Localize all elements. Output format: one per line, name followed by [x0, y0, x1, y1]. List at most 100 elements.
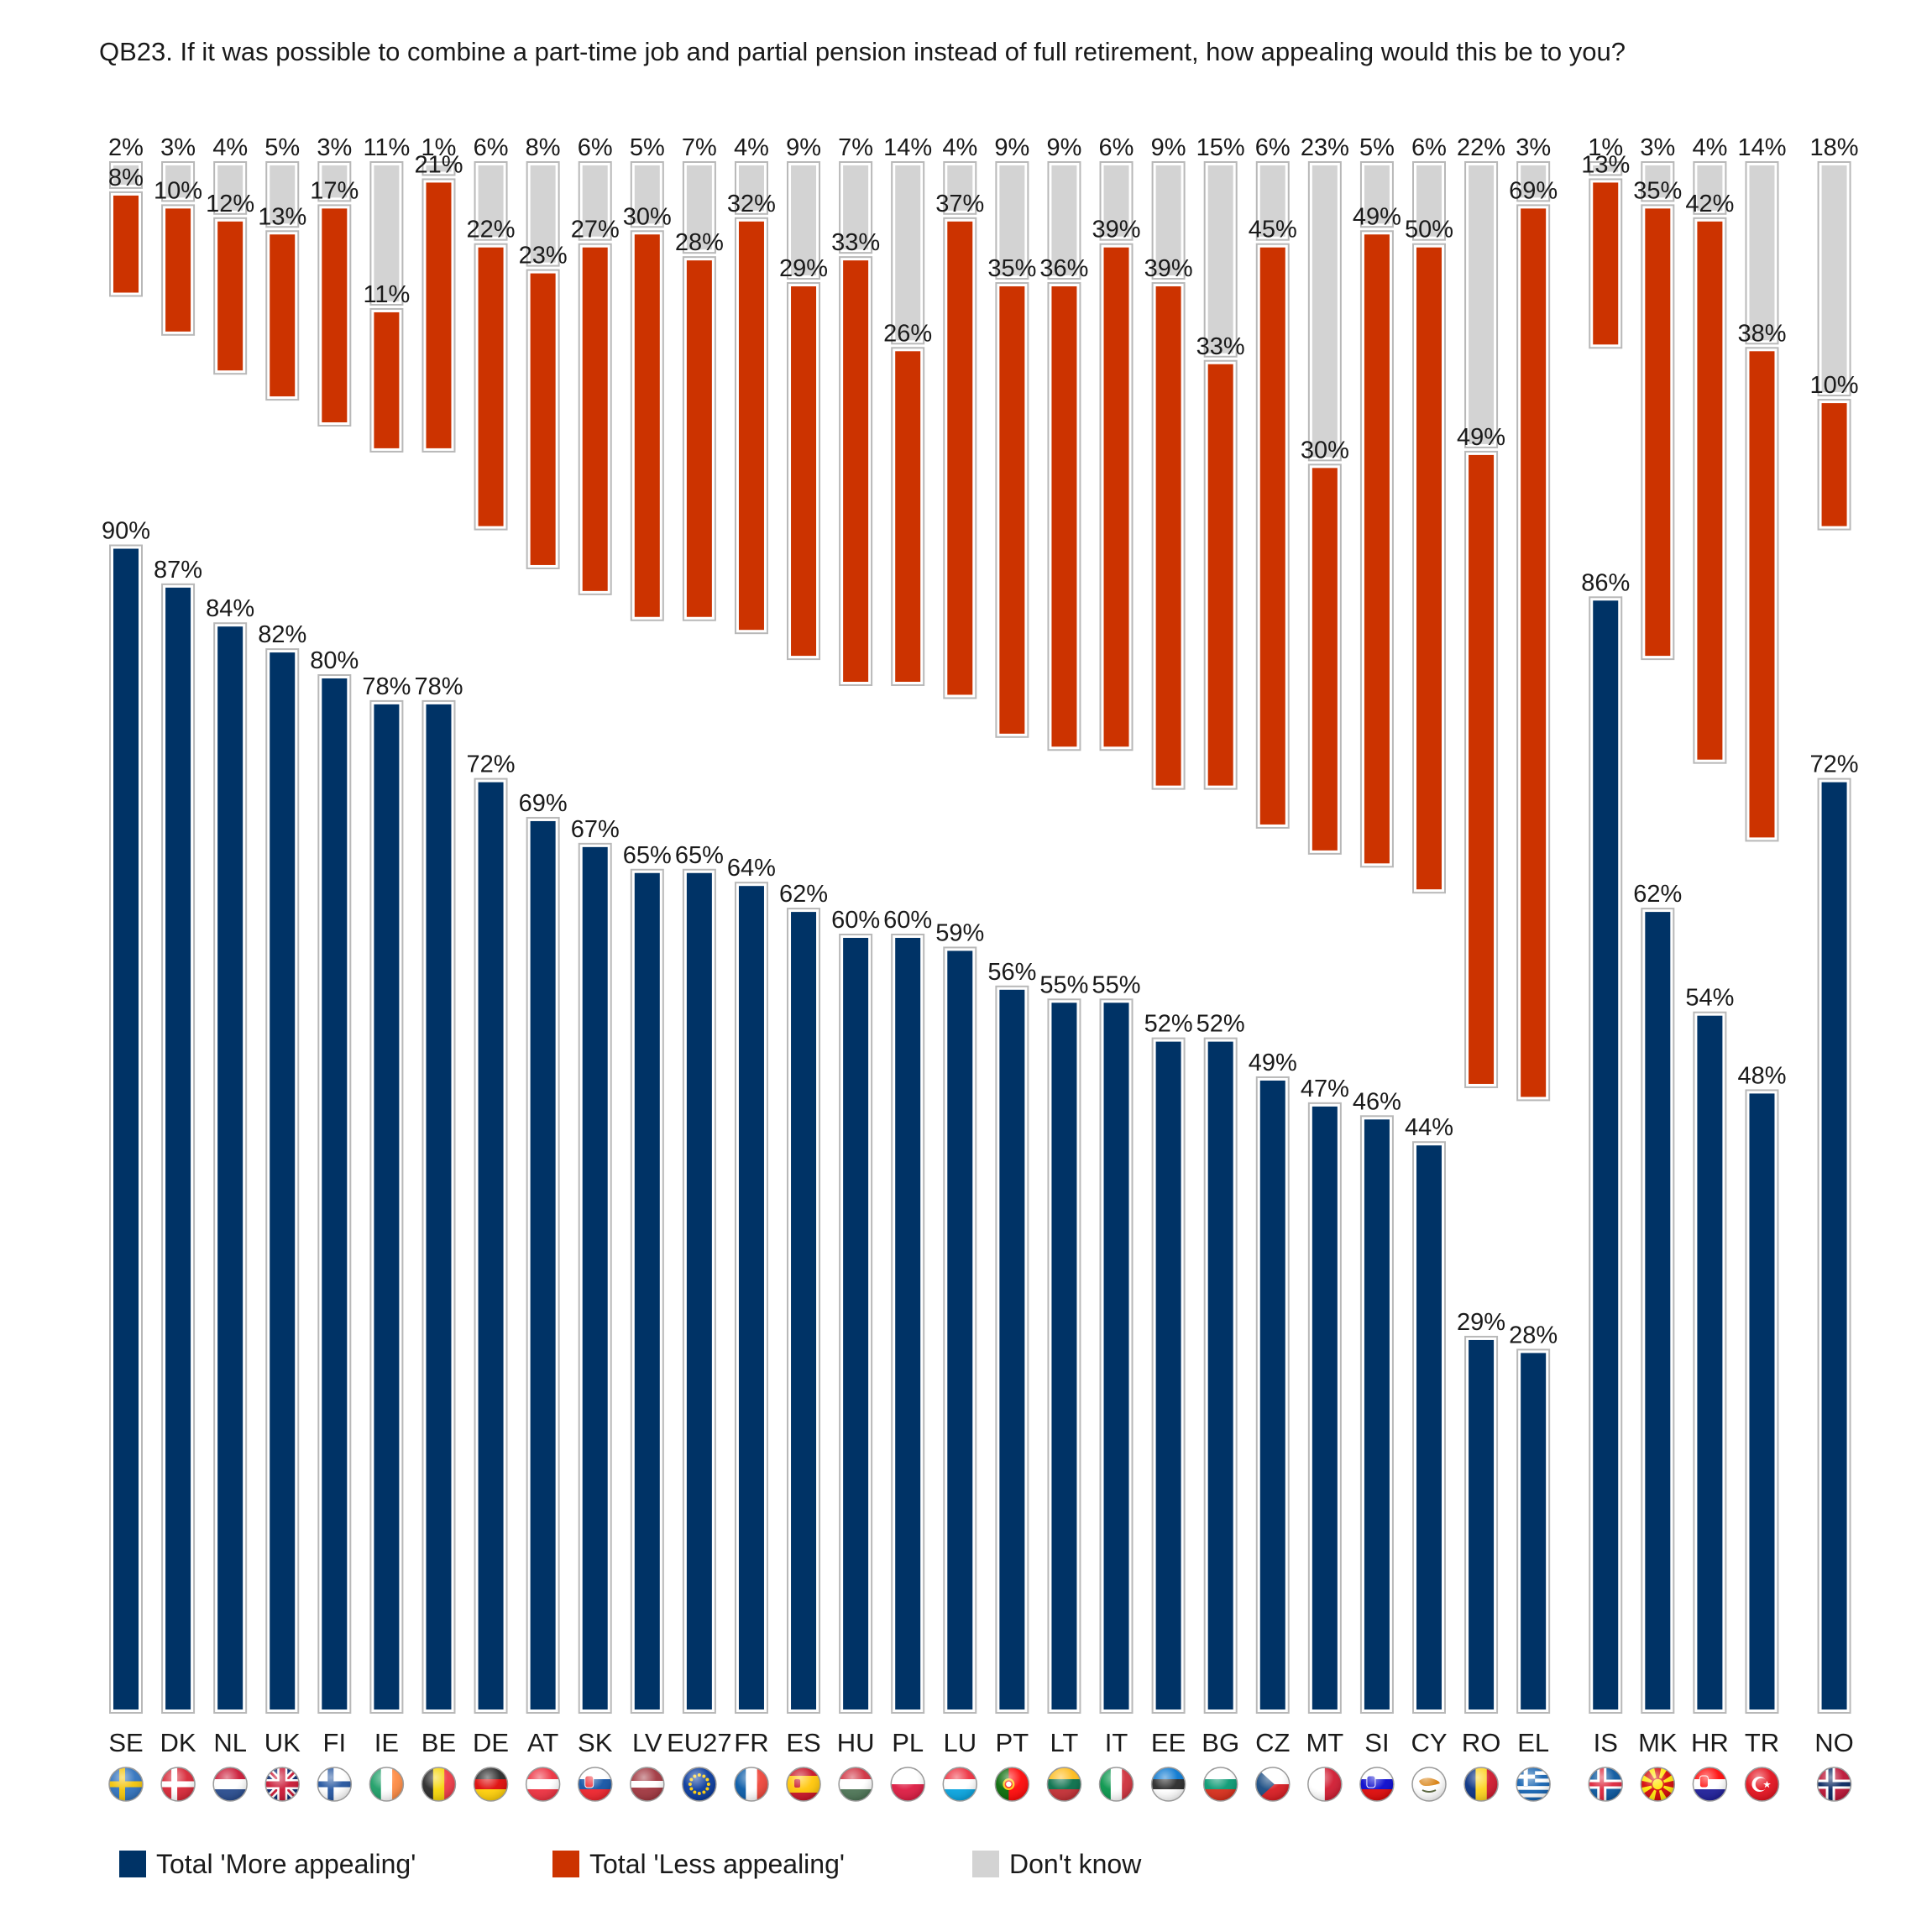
category-label-cy: CY	[1411, 1728, 1447, 1757]
bar-dk-mt	[1307, 161, 1342, 462]
flag-bg-icon	[1202, 1767, 1238, 1802]
bar-more-no	[1817, 778, 1851, 1714]
flag-fi-icon	[317, 1767, 353, 1802]
bar-less-si	[1359, 230, 1394, 868]
label-less-hr: 42%	[1685, 191, 1734, 217]
bar-dk-cy	[1412, 161, 1446, 241]
bar-more-bg	[1203, 1037, 1238, 1714]
bar-less-lt	[1047, 282, 1081, 751]
category-labels-layer: SE DK NL UK FI IE BE DE AT SK LV EU27 FR ES HU PL LU PT LT…	[108, 1728, 1853, 1757]
bar-less-dk	[161, 204, 196, 336]
bar-less-tr	[1745, 347, 1779, 842]
bar-more-pl	[891, 934, 925, 1714]
label-less-mt: 30%	[1301, 437, 1349, 463]
category-label-at: AT	[527, 1728, 558, 1757]
flag-pt-icon	[994, 1767, 1030, 1802]
label-less-lt: 36%	[1039, 255, 1088, 282]
bar-less-no	[1817, 399, 1851, 531]
bar-dk-pl	[891, 161, 925, 345]
label-more-uk: 82%	[258, 621, 306, 648]
bar-more-ie	[369, 699, 404, 1714]
bar-dk-hr	[1693, 161, 1727, 215]
bar-less-lu	[943, 217, 977, 699]
label-dk-ro: 22%	[1457, 134, 1505, 161]
label-dk-hu: 7%	[838, 134, 873, 161]
legend-label-dk: Don't know	[1009, 1848, 1142, 1879]
label-less-dk: 10%	[154, 177, 202, 204]
bar-more-lu	[943, 946, 977, 1714]
bar-more-tr	[1745, 1089, 1779, 1714]
label-dk-es: 9%	[786, 134, 821, 161]
legend-item-less: Total 'Less appealing'	[552, 1849, 845, 1879]
label-more-fr: 64%	[727, 855, 776, 882]
label-dk-si: 5%	[1359, 134, 1395, 161]
label-more-is: 86%	[1581, 569, 1630, 596]
bar-dk-fr	[734, 161, 768, 215]
label-less-cz: 45%	[1249, 217, 1297, 243]
category-label-hu: HU	[837, 1728, 875, 1757]
label-less-es: 29%	[779, 255, 828, 282]
label-less-mk: 35%	[1633, 177, 1682, 204]
bar-less-se	[109, 191, 143, 297]
bar-dk-hu	[839, 161, 873, 254]
label-more-pl: 60%	[883, 907, 932, 934]
category-label-hr: HR	[1691, 1728, 1729, 1757]
bar-less-ro	[1464, 450, 1499, 1088]
bar-more-mk	[1641, 908, 1675, 1714]
bar-dk-de	[474, 161, 508, 241]
bar-more-se	[109, 544, 143, 1714]
category-label-fr: FR	[734, 1728, 768, 1757]
bar-more-sk	[578, 842, 612, 1714]
bar-dk-cz	[1255, 161, 1290, 241]
label-more-el: 28%	[1509, 1322, 1558, 1348]
bar-less-el	[1516, 204, 1551, 1102]
bar-more-es	[787, 908, 821, 1714]
flag-is-icon	[1588, 1767, 1623, 1802]
label-dk-mt: 23%	[1301, 134, 1349, 161]
category-label-sk: SK	[578, 1728, 613, 1757]
label-dk-lu: 4%	[942, 134, 977, 161]
bar-more-fr	[734, 882, 768, 1714]
label-more-mk: 62%	[1633, 881, 1682, 908]
bar-more-pt	[995, 985, 1029, 1715]
flag-ee-icon	[1150, 1767, 1186, 1802]
legend-swatch-more	[119, 1851, 146, 1877]
label-more-nl: 84%	[206, 595, 254, 622]
label-less-sk: 27%	[571, 217, 620, 243]
flag-de-icon	[473, 1767, 509, 1802]
label-more-at: 69%	[519, 790, 568, 817]
category-label-it: IT	[1105, 1728, 1128, 1757]
label-dk-el: 3%	[1516, 134, 1551, 161]
category-label-mt: MT	[1306, 1728, 1343, 1757]
bar-dk-nl	[213, 161, 248, 215]
bar-dk-pt	[995, 161, 1029, 280]
bar-dk-si	[1359, 161, 1394, 228]
bar-more-it	[1099, 998, 1134, 1714]
label-more-ie: 78%	[362, 673, 411, 700]
flag-si-icon	[1359, 1767, 1395, 1802]
bar-more-ee	[1151, 1037, 1186, 1714]
bar-dk-be	[421, 161, 456, 176]
category-label-lu: LU	[943, 1728, 976, 1757]
bar-more-is	[1589, 596, 1623, 1714]
flag-lt-icon	[1046, 1767, 1082, 1802]
flag-mt-icon	[1307, 1767, 1343, 1802]
label-dk-no: 18%	[1810, 134, 1859, 161]
category-label-el: EL	[1517, 1728, 1549, 1757]
label-dk-lt: 9%	[1046, 134, 1081, 161]
bar-less-nl	[213, 217, 248, 375]
bar-dk-no	[1817, 161, 1851, 397]
flag-lv-icon	[630, 1767, 665, 1802]
label-more-eu27: 65%	[675, 842, 724, 869]
bar-less-be	[421, 178, 456, 453]
legend-swatch-dk	[972, 1851, 999, 1877]
bar-dk-se	[109, 161, 143, 189]
flag-at-icon	[525, 1767, 561, 1802]
bar-more-de	[474, 778, 508, 1714]
label-dk-bg: 15%	[1196, 134, 1245, 161]
flag-no-icon	[1816, 1767, 1852, 1802]
bar-dk-lt	[1047, 161, 1081, 280]
flag-mk-icon	[1640, 1767, 1676, 1802]
label-less-uk: 13%	[258, 203, 306, 230]
category-label-ee: EE	[1151, 1728, 1186, 1757]
